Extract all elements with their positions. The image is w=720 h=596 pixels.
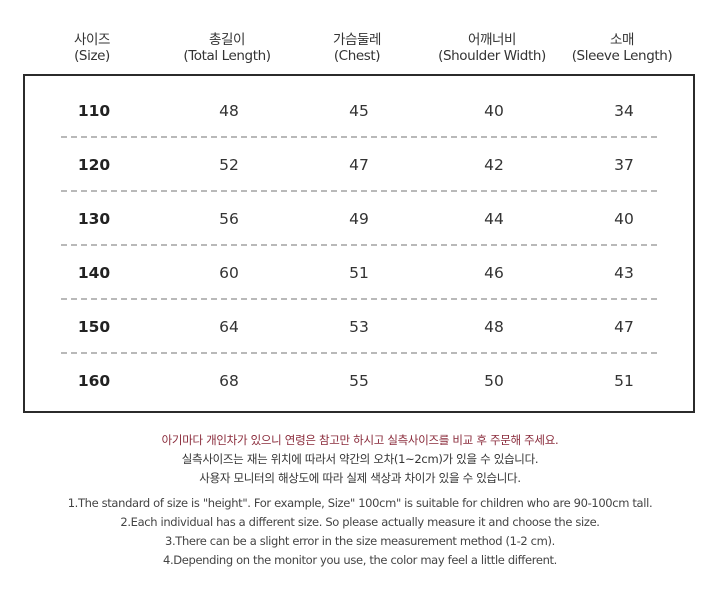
cell-chest: 45 <box>349 102 369 120</box>
table-row: 120 52 47 42 37 <box>25 138 693 192</box>
header-size-en: (Size) <box>74 48 110 64</box>
cell-shoulder: 50 <box>484 372 504 390</box>
header-size: 사이즈 (Size) <box>12 32 172 64</box>
cell-sleeve: 40 <box>614 210 634 228</box>
header-sleeve-length-en: (Sleeve Length) <box>571 48 673 64</box>
note-en-3: 3.There can be a slight error in the siz… <box>165 534 555 548</box>
cell-total-length: 52 <box>219 156 239 174</box>
row-divider <box>61 244 657 246</box>
cell-chest: 53 <box>349 318 369 336</box>
english-notes: 1.The standard of size is "height". For … <box>0 494 720 570</box>
note-en-4: 4.Depending on the monitor you use, the … <box>163 553 557 567</box>
header-total-length-en: (Total Length) <box>183 48 271 64</box>
size-chart-table: 110 48 45 40 34 120 52 47 42 37 130 56 4… <box>23 74 695 413</box>
header-shoulder-width-ko: 어깨너비 <box>467 32 517 48</box>
cell-chest: 49 <box>349 210 369 228</box>
cell-total-length: 48 <box>219 102 239 120</box>
table-row: 130 56 49 44 40 <box>25 192 693 246</box>
cell-size: 160 <box>77 372 111 390</box>
header-total-length: 총길이 (Total Length) <box>147 32 307 64</box>
cell-size: 110 <box>77 102 111 120</box>
row-divider <box>61 298 657 300</box>
cell-shoulder: 44 <box>484 210 504 228</box>
cell-chest: 55 <box>349 372 369 390</box>
cell-sleeve: 51 <box>614 372 634 390</box>
header-chest-ko: 가슴둘레 <box>332 32 382 48</box>
header-sleeve-length-ko: 소매 <box>609 32 635 48</box>
cell-size: 140 <box>77 264 111 282</box>
note-measurement-error: 실측사이즈는 재는 위치에 따라서 약간의 오차(1~2cm)가 있을 수 있습… <box>181 452 539 466</box>
cell-sleeve: 34 <box>614 102 634 120</box>
note-age-variation: 아기마다 개인차가 있으니 연령은 참고만 하시고 실측사이즈를 비교 후 주문… <box>161 433 559 447</box>
table-row: 150 64 53 48 47 <box>25 300 693 354</box>
cell-total-length: 56 <box>219 210 239 228</box>
cell-total-length: 68 <box>219 372 239 390</box>
header-chest-en: (Chest) <box>333 48 381 64</box>
cell-sleeve: 43 <box>614 264 634 282</box>
header-total-length-ko: 총길이 <box>208 32 246 48</box>
note-monitor-color: 사용자 모니터의 해상도에 따라 실제 색상과 차이가 있을 수 있습니다. <box>199 471 521 485</box>
header-chest: 가슴둘레 (Chest) <box>277 32 437 64</box>
cell-shoulder: 48 <box>484 318 504 336</box>
header-shoulder-width-en: (Shoulder Width) <box>438 48 546 64</box>
note-en-1: 1.The standard of size is "height". For … <box>67 496 653 510</box>
cell-sleeve: 37 <box>614 156 634 174</box>
cell-chest: 51 <box>349 264 369 282</box>
cell-chest: 47 <box>349 156 369 174</box>
cell-size: 130 <box>77 210 111 228</box>
cell-total-length: 60 <box>219 264 239 282</box>
row-divider <box>61 352 657 354</box>
cell-shoulder: 46 <box>484 264 504 282</box>
row-divider <box>61 136 657 138</box>
cell-sleeve: 47 <box>614 318 634 336</box>
table-row: 160 68 55 50 51 <box>25 354 693 408</box>
korean-notes: 아기마다 개인차가 있으니 연령은 참고만 하시고 실측사이즈를 비교 후 주문… <box>0 431 720 488</box>
header-shoulder-width: 어깨너비 (Shoulder Width) <box>412 32 572 64</box>
cell-size: 120 <box>77 156 111 174</box>
table-row: 110 48 45 40 34 <box>25 84 693 138</box>
note-en-2: 2.Each individual has a different size. … <box>120 515 600 529</box>
table-row: 140 60 51 46 43 <box>25 246 693 300</box>
cell-shoulder: 40 <box>484 102 504 120</box>
size-chart-header: 사이즈 (Size) 총길이 (Total Length) 가슴둘레 (Ches… <box>0 32 720 72</box>
row-divider <box>61 190 657 192</box>
cell-size: 150 <box>77 318 111 336</box>
cell-total-length: 64 <box>219 318 239 336</box>
header-sleeve-length: 소매 (Sleeve Length) <box>542 32 702 64</box>
cell-shoulder: 42 <box>484 156 504 174</box>
header-size-ko: 사이즈 <box>73 32 111 48</box>
